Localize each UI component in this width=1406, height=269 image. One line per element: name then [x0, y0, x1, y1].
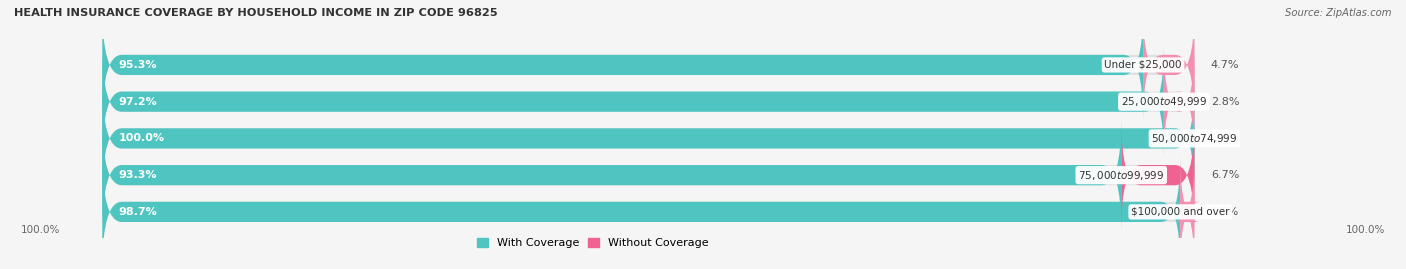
Text: 95.3%: 95.3% — [118, 60, 157, 70]
FancyBboxPatch shape — [103, 156, 1180, 268]
FancyBboxPatch shape — [103, 156, 1195, 268]
Text: HEALTH INSURANCE COVERAGE BY HOUSEHOLD INCOME IN ZIP CODE 96825: HEALTH INSURANCE COVERAGE BY HOUSEHOLD I… — [14, 8, 498, 18]
Text: 100.0%: 100.0% — [118, 133, 165, 143]
Text: 6.7%: 6.7% — [1211, 170, 1239, 180]
Text: 0.0%: 0.0% — [1211, 133, 1239, 143]
FancyBboxPatch shape — [1175, 156, 1199, 268]
FancyBboxPatch shape — [103, 46, 1164, 158]
Text: 2.8%: 2.8% — [1211, 97, 1239, 107]
Text: 100.0%: 100.0% — [21, 225, 60, 235]
Text: $100,000 and over: $100,000 and over — [1130, 207, 1229, 217]
FancyBboxPatch shape — [103, 9, 1143, 121]
FancyBboxPatch shape — [1143, 9, 1195, 121]
FancyBboxPatch shape — [1121, 119, 1195, 231]
FancyBboxPatch shape — [103, 119, 1121, 231]
Text: $50,000 to $74,999: $50,000 to $74,999 — [1152, 132, 1237, 145]
FancyBboxPatch shape — [103, 9, 1195, 121]
Legend: With Coverage, Without Coverage: With Coverage, Without Coverage — [477, 238, 709, 248]
Text: Under $25,000: Under $25,000 — [1104, 60, 1182, 70]
Text: $75,000 to $99,999: $75,000 to $99,999 — [1078, 169, 1164, 182]
Text: 4.7%: 4.7% — [1211, 60, 1239, 70]
Text: 100.0%: 100.0% — [1346, 225, 1385, 235]
Text: Source: ZipAtlas.com: Source: ZipAtlas.com — [1285, 8, 1392, 18]
Text: 1.3%: 1.3% — [1211, 207, 1239, 217]
Text: 98.7%: 98.7% — [118, 207, 157, 217]
FancyBboxPatch shape — [103, 82, 1195, 194]
Text: 97.2%: 97.2% — [118, 97, 157, 107]
FancyBboxPatch shape — [103, 46, 1195, 158]
Text: $25,000 to $49,999: $25,000 to $49,999 — [1121, 95, 1206, 108]
Text: 93.3%: 93.3% — [118, 170, 157, 180]
FancyBboxPatch shape — [103, 119, 1195, 231]
FancyBboxPatch shape — [103, 82, 1195, 194]
FancyBboxPatch shape — [1164, 46, 1195, 158]
